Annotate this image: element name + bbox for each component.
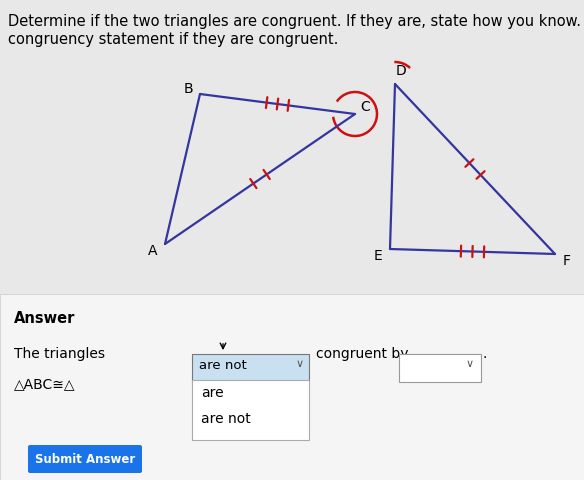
Text: ∨: ∨ (466, 358, 474, 368)
Text: Answer: Answer (14, 311, 75, 325)
Text: .: . (483, 346, 488, 360)
Text: congruency statement if they are congruent.: congruency statement if they are congrue… (8, 32, 338, 47)
Text: Submit Answer: Submit Answer (35, 453, 135, 466)
Text: F: F (563, 253, 571, 267)
Text: are: are (201, 385, 224, 399)
Text: E: E (374, 249, 383, 263)
Text: C: C (360, 100, 370, 114)
FancyBboxPatch shape (192, 354, 309, 382)
Text: are not: are not (199, 358, 247, 371)
FancyBboxPatch shape (192, 380, 309, 440)
Text: A: A (148, 243, 158, 257)
FancyBboxPatch shape (28, 445, 142, 473)
Text: △ABC≅△: △ABC≅△ (14, 376, 75, 390)
Text: are not: are not (201, 411, 251, 425)
Text: ∨: ∨ (296, 358, 304, 368)
Bar (0, 294, 584, 480)
Text: The triangles: The triangles (14, 346, 105, 360)
Text: Determine if the two triangles are congruent. If they are, state how you know. C: Determine if the two triangles are congr… (8, 14, 584, 29)
FancyBboxPatch shape (399, 354, 481, 382)
Text: B: B (183, 82, 193, 96)
Text: D: D (395, 64, 406, 78)
Text: congruent by: congruent by (316, 346, 408, 360)
